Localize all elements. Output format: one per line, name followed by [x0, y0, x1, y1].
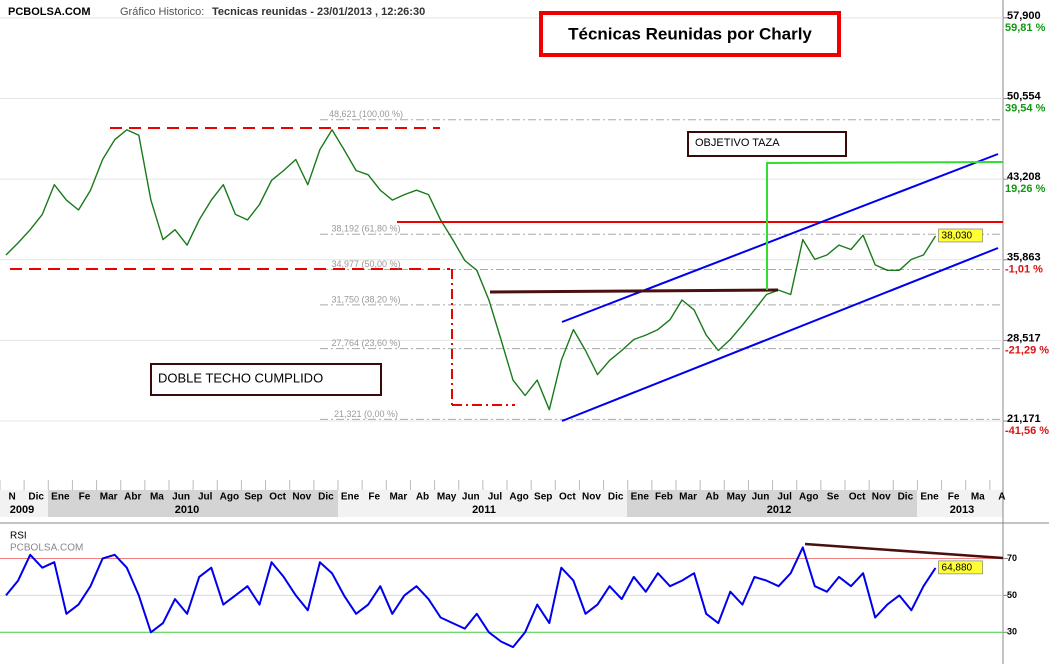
- x-tick-label: May: [437, 492, 457, 503]
- x-tick-label: Jul: [488, 492, 503, 503]
- value-label-box: [938, 560, 983, 575]
- x-tick-label: Fe: [79, 492, 91, 503]
- x-tick-label: Feb: [655, 492, 673, 503]
- year-label: 2010: [175, 504, 199, 516]
- drawings: [10, 127, 1004, 560]
- x-tick-label: Jun: [752, 492, 770, 503]
- year-label: 2012: [767, 504, 791, 516]
- marks: [0, 17, 1003, 649]
- x-tick-label: Oct: [849, 492, 866, 503]
- annotation: DOBLE TECHO CUMPLIDO: [158, 370, 323, 385]
- x-tick-label: Dic: [28, 492, 44, 503]
- x-tick-label: Ab: [416, 492, 429, 503]
- x-tick-label: Jul: [777, 492, 792, 503]
- subtitle: Tecnicas reunidas - 23/01/2013 , 12:26:3…: [212, 6, 425, 18]
- x-tick-label: A: [998, 492, 1005, 503]
- x-tick-label: Fe: [368, 492, 380, 503]
- x-tick-label: Sep: [534, 492, 552, 503]
- y-tick-label: 43,208: [1007, 171, 1041, 183]
- year-band: [48, 490, 338, 517]
- fib-label: 21,321 (0,00 %): [334, 409, 398, 419]
- x-tick-label: Dic: [898, 492, 914, 503]
- x-tick-label: Ma: [150, 492, 164, 503]
- x-tick-label: Ene: [920, 492, 939, 503]
- value-label: 38,030: [942, 231, 973, 242]
- x-tick-label: Oct: [559, 492, 576, 503]
- y-change-label: 19,26 %: [1005, 183, 1046, 195]
- value-label-box: [938, 228, 983, 243]
- x-tick-label: Ene: [341, 492, 360, 503]
- year-band: [627, 490, 917, 517]
- value-label: 64,880: [942, 563, 973, 574]
- x-tick-label: Sep: [244, 492, 262, 503]
- x-tick-label: Fe: [948, 492, 960, 503]
- x-tick-label: Dic: [318, 492, 334, 503]
- x-tick-label: Nov: [582, 492, 601, 503]
- chart-title: Técnicas Reunidas por Charly: [568, 24, 812, 43]
- x-tick-label: Oct: [269, 492, 286, 503]
- x-tick-label: Ma: [971, 492, 985, 503]
- x-tick-label: Mar: [389, 492, 407, 503]
- fib-label: 48,621 (100,00 %): [329, 109, 403, 119]
- cup-rim: [489, 288, 779, 294]
- price-line: [5, 129, 937, 411]
- x-tick-label: Jun: [172, 492, 190, 503]
- x-tick-label: Ago: [799, 492, 818, 503]
- annotation: OBJETIVO TAZA: [695, 137, 780, 149]
- y-tick-label: 50,554: [1007, 90, 1042, 102]
- x-tick-label: Ab: [706, 492, 719, 503]
- x-tick-label: Ene: [631, 492, 650, 503]
- x-tick-label: Mar: [679, 492, 697, 503]
- y-change-label: 59,81 %: [1005, 22, 1046, 34]
- rsi-divergence: [804, 542, 1004, 560]
- year-label: 2011: [472, 504, 496, 516]
- annotation-box: [687, 131, 847, 157]
- title-box: [539, 11, 841, 57]
- channel-upper: [561, 153, 999, 323]
- annotation-box: [150, 363, 382, 396]
- y-tick-label: 28,517: [1007, 332, 1041, 344]
- y-change-label: -21,29 %: [1005, 344, 1049, 356]
- year-label: 2009: [10, 504, 34, 516]
- y-change-label: -1,01 %: [1005, 264, 1043, 276]
- x-tick-label: N: [8, 492, 15, 503]
- subtitle-label: Gráfico Historico:: [120, 6, 204, 18]
- site: PCBOLSA.COM: [8, 6, 91, 18]
- x-tick-label: Nov: [872, 492, 891, 503]
- year-label: 2013: [950, 504, 974, 516]
- x-tick-label: Nov: [292, 492, 311, 503]
- channel-lower: [561, 247, 999, 422]
- y-tick-label: 30: [1007, 627, 1017, 637]
- x-tick-label: Ago: [509, 492, 528, 503]
- y-change-label: 39,54 %: [1005, 102, 1046, 114]
- y-tick-label: 57,900: [1007, 10, 1041, 22]
- cup-target: [766, 161, 1004, 290]
- x-tick-label: Ago: [220, 492, 239, 503]
- price-line: [5, 546, 937, 649]
- y-tick-label: 50: [1007, 590, 1017, 600]
- x-tick-label: Ene: [51, 492, 70, 503]
- y-tick-label: 35,863: [1007, 252, 1041, 264]
- x-tick-label: May: [727, 492, 747, 503]
- rsi-title: RSI: [10, 531, 27, 542]
- y-change-label: -41,56 %: [1005, 425, 1049, 437]
- fib-label: 27,764 (23,60 %): [331, 338, 400, 348]
- fib-label: 31,750 (38,20 %): [331, 294, 400, 304]
- x-tick-label: Jun: [462, 492, 480, 503]
- x-tick-label: Abr: [124, 492, 141, 503]
- x-tick-label: Se: [827, 492, 840, 503]
- rsi-site: PCBOLSA.COM: [10, 543, 83, 554]
- x-tick-label: Dic: [608, 492, 624, 503]
- fib-label: 34,977 (50,00 %): [331, 259, 400, 269]
- x-tick-label: Jul: [198, 492, 213, 503]
- x-tick-label: Mar: [100, 492, 118, 503]
- fib-label: 38,192 (61,80 %): [331, 224, 400, 234]
- y-tick-label: 21,171: [1007, 413, 1041, 425]
- y-tick-label: 70: [1007, 553, 1017, 563]
